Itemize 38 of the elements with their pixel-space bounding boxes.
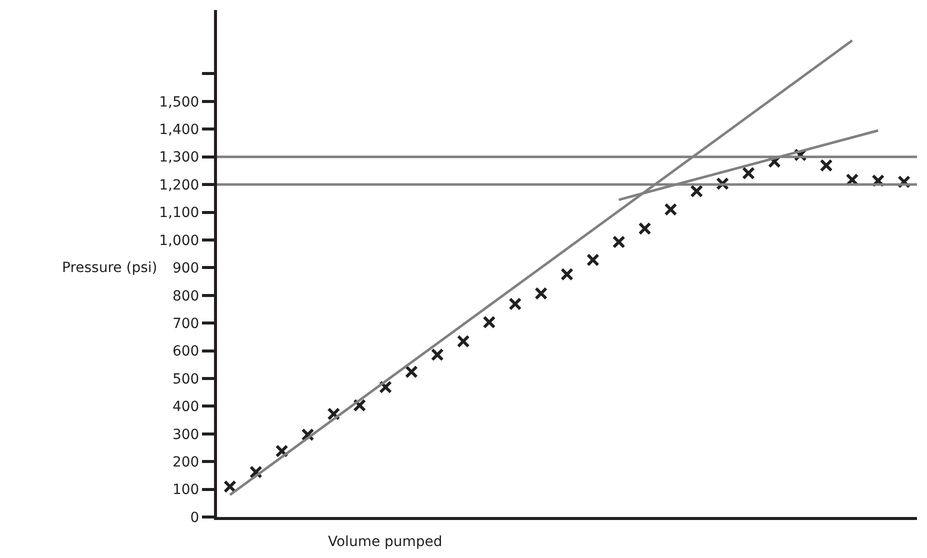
y-tick-label: 1,000 <box>159 232 200 249</box>
y-tick-label: 900 <box>172 260 200 277</box>
y-tick-label: 0 <box>190 510 200 526</box>
y-tick-label: 500 <box>172 371 200 388</box>
y-axis-title: Pressure (psi) <box>62 260 158 276</box>
point <box>301 428 314 442</box>
y-tick-label: 100 <box>172 482 200 498</box>
y-tick-label: 1,500 <box>159 94 200 110</box>
point <box>742 166 755 180</box>
y-tick-label: 200 <box>172 454 200 470</box>
point <box>275 444 288 458</box>
point <box>430 348 444 362</box>
point <box>482 316 496 329</box>
point <box>327 407 340 420</box>
y-tick-label: 700 <box>172 316 200 332</box>
point <box>508 297 522 310</box>
y-tick-label: 1,300 <box>159 150 200 166</box>
point <box>534 286 548 300</box>
point <box>586 253 600 266</box>
point <box>456 334 470 348</box>
y-tick-label: 800 <box>172 288 200 304</box>
point <box>846 173 859 186</box>
x-axis-title: Volume pumped <box>328 534 442 550</box>
point <box>690 184 704 198</box>
point <box>612 235 626 248</box>
point <box>638 222 652 236</box>
y-tick-label: 400 <box>172 399 200 416</box>
y-tick-label: 1,200 <box>159 177 200 194</box>
y-tick-label: 600 <box>172 344 200 360</box>
point <box>820 158 833 172</box>
point <box>560 268 574 281</box>
point <box>664 202 678 216</box>
y-tick-label: 1,100 <box>159 205 200 222</box>
y-tick-label: 300 <box>172 426 200 443</box>
point <box>249 466 262 479</box>
point <box>404 365 418 378</box>
point <box>223 480 236 494</box>
y-tick-label: 1,400 <box>159 122 200 138</box>
